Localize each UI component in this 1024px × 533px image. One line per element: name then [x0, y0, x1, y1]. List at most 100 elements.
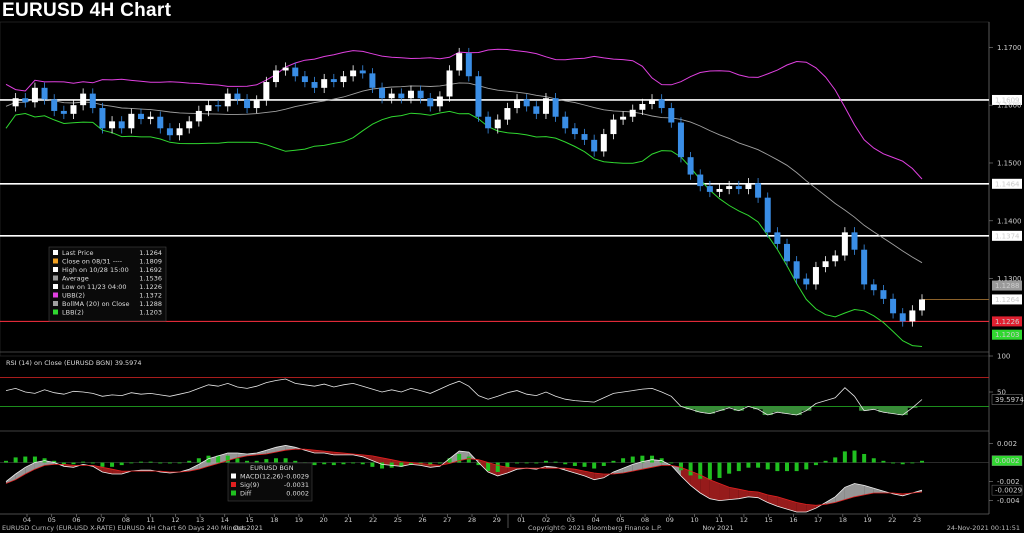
legend-label: Average [62, 275, 89, 283]
rsi-line [5, 378, 923, 416]
candle [128, 108, 135, 134]
candle [301, 71, 308, 88]
candle-body [321, 79, 328, 88]
candle [60, 105, 67, 120]
macd-signal-fill [449, 451, 460, 464]
candle [22, 93, 29, 108]
candle-body [80, 93, 87, 106]
macd-histogram-bar [129, 462, 134, 464]
macd-histogram-bar [322, 462, 327, 465]
x-tick-label: 10 [690, 516, 698, 524]
macd-value-box [991, 484, 1023, 496]
price-tag-text: 1.1264 [995, 296, 1020, 304]
macd-legend-swatch [231, 490, 236, 496]
macd-value-tag: -0.0029 [991, 484, 1023, 496]
macd-histogram-bar [13, 457, 18, 463]
macd-histogram-bar [90, 462, 95, 464]
candle-body [726, 186, 733, 189]
y-tick-label: 1.1300 [997, 275, 1022, 283]
candle [552, 93, 559, 122]
macd-histogram-bar [640, 455, 645, 463]
x-tick-label: 04 [591, 516, 599, 524]
macd-histogram-bar [380, 462, 385, 469]
candle [465, 47, 472, 82]
macd-signal-fill [835, 487, 845, 503]
macd-histogram-bar [138, 461, 143, 463]
macd-signal-fill [285, 445, 296, 451]
candle-body [456, 53, 463, 71]
candle-body [388, 93, 395, 99]
macd-histogram-bar [524, 462, 529, 464]
candle [514, 94, 521, 114]
x-tick-label: 26 [418, 516, 426, 524]
macd-histogram-bar [563, 462, 568, 465]
macd-signal-fill [719, 483, 730, 501]
candle-body [128, 113, 135, 129]
candle [41, 82, 48, 105]
macd-histogram-bar [678, 462, 683, 471]
x-tick-label: 08 [122, 516, 130, 524]
candle [350, 65, 357, 82]
candle [340, 71, 347, 88]
candle [263, 76, 270, 106]
candle-body [340, 76, 347, 83]
candle [822, 256, 829, 273]
candle [542, 93, 549, 120]
macd-signal-fill [777, 496, 788, 510]
legend-row: High on 10/28 15:00 1.1692 [53, 266, 162, 274]
candle-body [485, 116, 492, 129]
candle-body [475, 76, 482, 117]
candle [398, 88, 405, 104]
candle-body [12, 98, 19, 107]
candle [427, 93, 434, 112]
candle-body [861, 249, 868, 285]
candle [234, 88, 241, 105]
legend-row: BollMA (20) on Close 1.1288 [53, 300, 162, 308]
legend-label: Last Price [62, 249, 93, 257]
level-tag-text: 1.1374 [995, 232, 1020, 240]
macd-histogram-bar [283, 458, 288, 463]
y-tick-label: 1.1600 [997, 102, 1022, 110]
bollinger-ma-line [5, 82, 923, 264]
x-tick-label: 03 [567, 516, 575, 524]
candle [668, 102, 675, 128]
macd-signal-fill [873, 488, 884, 493]
legend-value: 1.1536 [139, 275, 162, 283]
x-tick-label: 01 [517, 516, 525, 524]
level-tag-text: 1.1464 [995, 180, 1020, 188]
lower-bollinger-line [5, 110, 923, 347]
legend-swatch [53, 267, 58, 272]
candle-body [571, 128, 578, 135]
candle-body [205, 105, 212, 111]
legend-row: Close on 08/31 ---- 1.1809 [53, 258, 162, 266]
candle-body [330, 79, 337, 83]
candle [292, 62, 299, 82]
candle [870, 279, 877, 296]
macd-signal-fill [729, 487, 739, 500]
candle [282, 62, 289, 76]
macd-signal-fill [623, 464, 633, 473]
candle-body [244, 99, 251, 109]
macd-signal-fill [459, 451, 469, 461]
macd-signal-fill [690, 471, 701, 493]
macd-histogram-bar [351, 462, 356, 464]
candle-body [350, 70, 357, 77]
legend-row: LBB(2) 1.1203 [53, 309, 162, 317]
candle-body [697, 174, 704, 187]
macd-signal-fill [63, 464, 74, 468]
candle-body [147, 116, 154, 120]
macd-histogram-bar [553, 461, 558, 463]
macd-histogram-bar [196, 458, 201, 463]
macd-signal-fill [796, 502, 807, 512]
x-tick-label: 05 [48, 516, 56, 524]
candle-body [60, 110, 67, 114]
legend-row: Average 1.1536 [53, 275, 162, 283]
x-tick-label: 02 [542, 516, 550, 524]
macd-signal-fill [112, 469, 122, 474]
macd-signal-fill [198, 458, 209, 470]
x-tick-label: 06 [72, 516, 80, 524]
y-tick-label: 1.1700 [997, 44, 1022, 52]
macd-signal-fill [507, 467, 518, 473]
legend-label: High on 10/28 15:00 [62, 266, 129, 274]
macd-histogram-bar [833, 457, 838, 463]
